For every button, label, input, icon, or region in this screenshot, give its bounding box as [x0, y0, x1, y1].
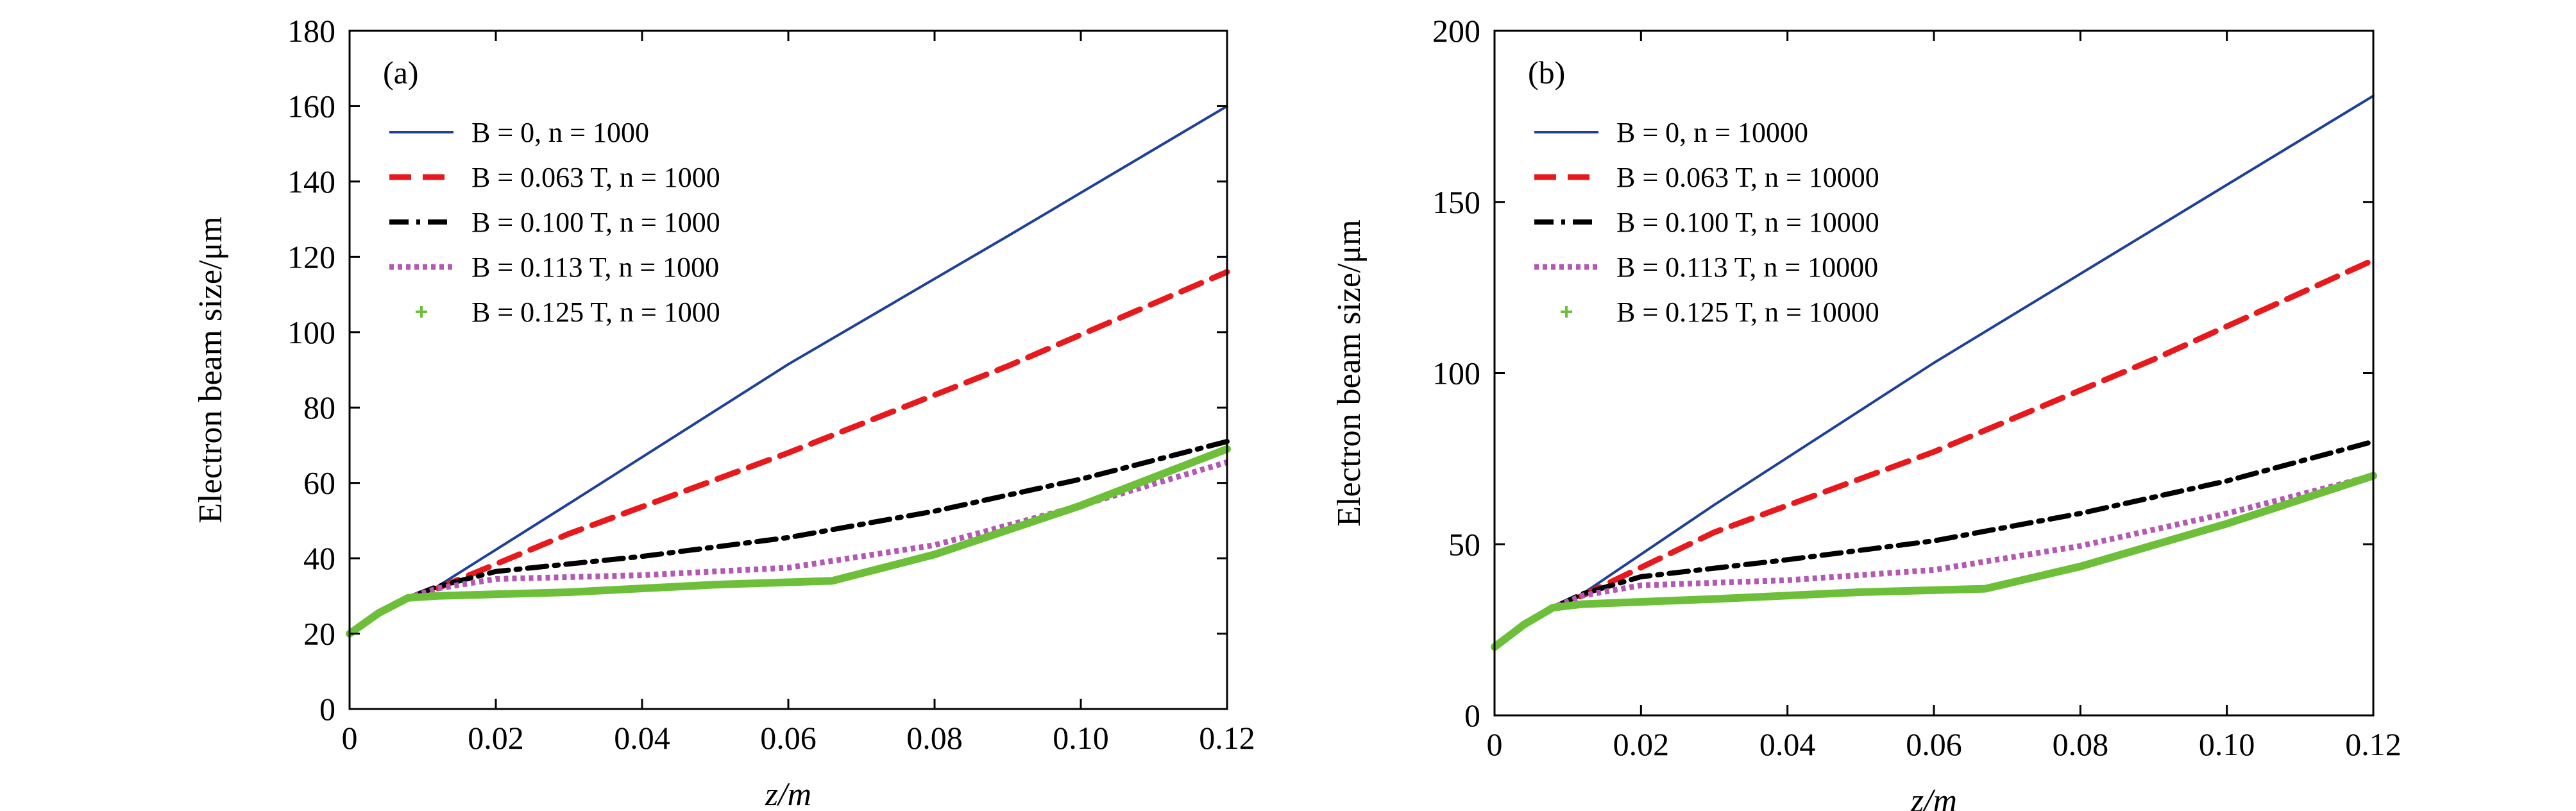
series-line-4: [348, 459, 1228, 636]
x-tick-label: 0.08: [2053, 726, 2109, 762]
legend: B = 0, n = 10000 B = 0.063 T, n = 10000 B …: [1534, 117, 1879, 328]
series-line-4: [1493, 473, 2375, 649]
x-tick-label: 0: [342, 720, 358, 756]
y-tick-label: 100: [1432, 355, 1480, 391]
y-tick-label: 20: [303, 616, 335, 652]
panel-label: (a): [383, 55, 419, 90]
y-axis-label: Electron beam size/μm: [1331, 219, 1368, 526]
x-tick-label: 0.10: [1053, 720, 1109, 756]
x-tick-label: 0.02: [468, 720, 524, 756]
x-axis-label: z/m: [765, 776, 811, 811]
chart-panel-a: 0 0.02 0.04 0.06 0.08 0.10 0.12 0 20 40 60 80 100 120…: [192, 13, 1255, 811]
x-tick-label: 0.06: [1906, 726, 1962, 762]
y-tick-label: 0: [1464, 697, 1480, 733]
legend-entry-5: B = 0.125 T, n = 10000: [1616, 296, 1879, 328]
legend-entry-2: B = 0.063 T, n = 1000: [471, 162, 720, 193]
x-tick-label: 0: [1487, 726, 1503, 762]
x-tick-label: 0.04: [614, 720, 670, 756]
y-tick-label: 200: [1432, 13, 1480, 49]
x-axis-label: z/m: [1910, 783, 1957, 811]
x-tick-label: 0.04: [1759, 726, 1816, 762]
legend-entry-2: B = 0.063 T, n = 10000: [1616, 162, 1879, 193]
x-tick-label: 0.06: [760, 720, 817, 756]
y-tick-label: 150: [1432, 184, 1480, 220]
y-tick-label: 120: [287, 239, 335, 275]
y-axis-label: Electron beam size/μm: [192, 216, 229, 523]
y-tick-label: 60: [303, 465, 335, 501]
legend-entry-4: B = 0.113 T, n = 10000: [1616, 252, 1878, 283]
legend: B = 0, n = 1000 B = 0.063 T, n = 1000 B = …: [389, 117, 720, 328]
legend-entry-4: B = 0.113 T, n = 1000: [471, 252, 719, 283]
y-tick-label: 40: [303, 540, 335, 576]
legend-entry-3: B = 0.100 T, n = 1000: [471, 207, 720, 238]
y-tick-label: 140: [287, 164, 335, 200]
legend-entry-1: B = 0, n = 1000: [471, 117, 649, 148]
series-line-5: [346, 445, 1231, 638]
y-tick-label: 180: [287, 13, 335, 49]
y-tick-label: 0: [319, 691, 335, 727]
x-tick-label: 0.12: [1199, 720, 1255, 756]
series-line-5: [1491, 472, 2377, 651]
legend-entry-5: B = 0.125 T, n = 1000: [471, 296, 720, 328]
series-line-3: [1492, 439, 2376, 650]
legend-entry-3: B = 0.100 T, n = 10000: [1616, 207, 1879, 238]
y-tick-label: 100: [287, 314, 335, 350]
y-tick-label: 50: [1448, 526, 1480, 562]
y-tick-label: 160: [287, 88, 335, 124]
panel-label: (b): [1528, 55, 1565, 90]
x-tick-label: 0.12: [2345, 726, 2402, 762]
chart-panel-b: 0 0.02 0.04 0.06 0.08 0.10 0.12 0 50 100 150 200 z/m…: [1331, 13, 2402, 811]
x-tick-label: 0.02: [1613, 726, 1670, 762]
legend-entry-1: B = 0, n = 10000: [1616, 117, 1808, 148]
series-line-3: [347, 439, 1230, 636]
x-tick-label: 0.10: [2199, 726, 2255, 762]
x-tick-label: 0.08: [906, 720, 963, 756]
y-tick-label: 80: [303, 389, 335, 425]
